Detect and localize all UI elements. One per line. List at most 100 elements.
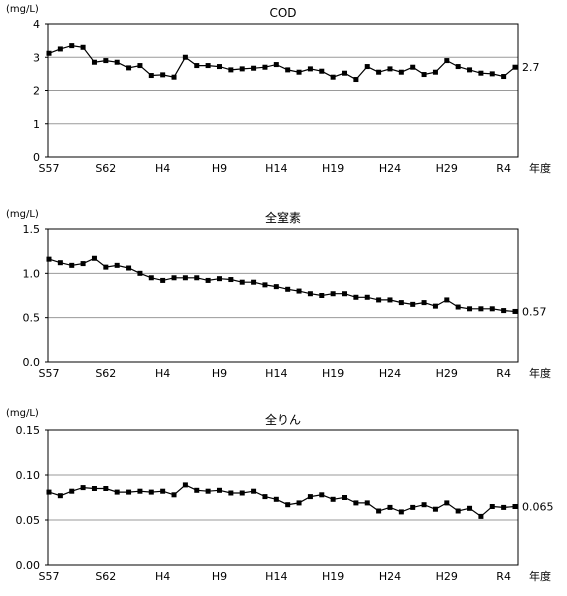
data-point-37 [467,67,473,73]
data-point-30 [387,66,393,72]
data-point-20 [273,284,279,290]
data-point-14 [205,63,211,69]
x-tick-label-1: S62 [95,162,116,175]
data-point-28 [364,294,370,300]
data-point-27 [353,500,359,506]
data-point-37 [467,306,473,312]
data-point-4 [91,255,97,261]
data-point-6 [114,489,120,495]
data-point-5 [103,486,109,491]
y-tick-label-1: 0.5 [23,312,41,325]
plot-area-1 [47,228,519,363]
data-point-36 [455,64,461,70]
x-unit-label-1: 年度 [529,366,551,380]
y-tick-label-0: 0.0 [23,356,41,369]
data-point-2 [69,262,75,268]
y-tick-label-2: 1.0 [23,267,41,280]
y-tick-label-3: 3 [33,51,40,64]
data-point-31 [398,69,404,75]
y-tick-label-2: 0.10 [16,469,41,482]
data-point-9 [148,489,154,495]
x-unit-label-0: 年度 [529,161,551,175]
data-point-19 [262,282,268,288]
x-tick-label-7: H29 [436,367,458,380]
data-point-3 [80,44,86,50]
x-tick-label-4: H14 [265,570,287,583]
data-point-25 [330,291,336,297]
x-tick-label-2: H4 [155,367,170,380]
y-tick-label-1: 1 [33,118,40,131]
y-tick-label-4: 4 [33,18,40,31]
data-point-8 [137,488,143,494]
end-value-label-1: 0.57 [522,305,547,318]
data-point-10 [160,488,166,494]
y-unit-label-0: (mg/L) [6,4,39,15]
data-point-9 [148,73,154,79]
data-point-28 [364,500,370,506]
y-tick-label-2: 2 [33,85,40,98]
data-point-3 [80,261,86,267]
data-point-27 [353,294,359,300]
data-point-19 [262,494,268,500]
data-point-14 [205,488,211,494]
plot-area-2 [47,429,519,566]
x-tick-label-8: R4 [496,367,511,380]
data-point-40 [501,308,507,314]
data-point-0 [46,50,52,56]
data-point-25 [330,74,336,80]
x-tick-label-5: H19 [322,570,344,583]
x-tick-label-4: H14 [265,367,287,380]
x-tick-label-4: H14 [265,162,287,175]
data-point-34 [432,303,438,309]
data-point-18 [251,65,257,71]
data-point-11 [171,275,177,281]
data-point-28 [364,64,370,70]
data-point-41 [512,64,518,70]
x-unit-label-2: 年度 [529,569,551,583]
data-point-37 [467,505,473,511]
data-point-1 [57,260,63,266]
data-point-7 [126,489,132,495]
data-point-0 [46,256,52,262]
x-tick-label-1: S62 [95,367,116,380]
data-point-41 [512,504,518,509]
x-tick-label-7: H29 [436,570,458,583]
x-tick-label-2: H4 [155,570,170,583]
data-point-8 [137,270,143,276]
data-point-15 [216,64,222,70]
y-tick-label-0: 0 [33,151,40,164]
data-point-16 [228,67,234,73]
data-point-20 [273,496,279,502]
data-point-36 [455,508,461,514]
data-point-7 [126,65,132,71]
data-point-26 [342,291,348,297]
x-tick-label-1: S62 [95,570,116,583]
data-point-40 [501,74,507,80]
data-point-18 [251,279,257,285]
data-point-10 [160,72,166,78]
data-point-23 [307,494,313,500]
data-point-22 [296,500,302,506]
data-point-4 [91,59,97,65]
data-point-38 [478,70,484,76]
data-point-21 [285,67,291,73]
data-point-1 [57,493,63,499]
data-point-21 [285,502,291,508]
data-point-4 [91,486,97,491]
y-unit-label-1: (mg/L) [6,209,39,220]
data-point-14 [205,277,211,283]
data-point-22 [296,69,302,75]
end-value-label-0: 2.7 [522,61,540,74]
chart-title-0: COD [269,6,296,20]
y-unit-label-2: (mg/L) [6,408,39,419]
data-point-31 [398,300,404,306]
x-tick-label-7: H29 [436,162,458,175]
chart-title-1: 全窒素 [265,210,301,225]
x-tick-label-2: H4 [155,162,170,175]
data-point-34 [432,69,438,75]
data-point-33 [421,300,427,306]
data-point-22 [296,288,302,294]
x-tick-label-6: H24 [379,367,401,380]
data-point-5 [103,58,109,64]
